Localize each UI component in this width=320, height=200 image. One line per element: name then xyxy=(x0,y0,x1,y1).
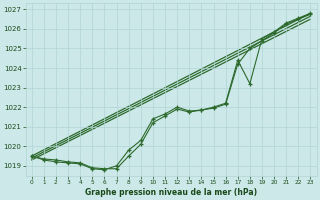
X-axis label: Graphe pression niveau de la mer (hPa): Graphe pression niveau de la mer (hPa) xyxy=(85,188,257,197)
